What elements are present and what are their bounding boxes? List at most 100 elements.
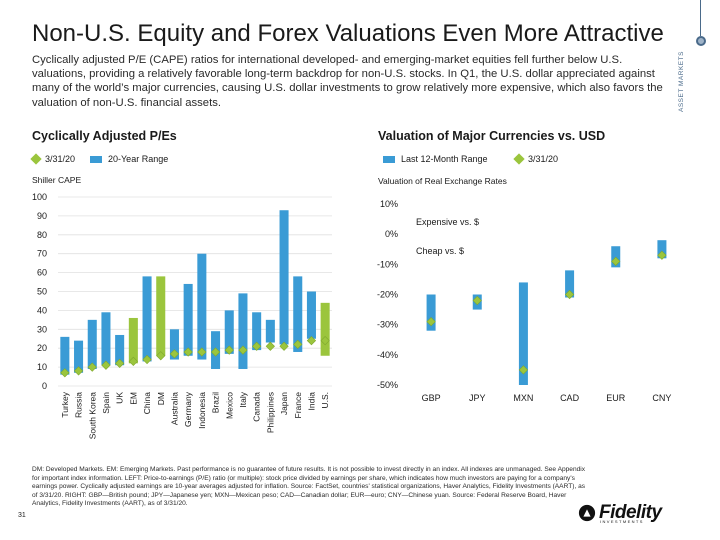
x-tick-label: Australia [169,392,179,425]
y-tick-label: -30% [377,320,398,330]
right-axis-caption: Valuation of Real Exchange Rates [378,176,507,186]
x-tick-label: China [142,392,152,414]
x-tick-label: CAD [560,393,580,403]
y-tick-label: 40 [37,305,47,315]
x-tick-label: Indonesia [197,392,207,429]
current-marker-south-korea [87,362,97,372]
range-bar-australia [169,329,179,360]
current-marker-gbp [426,317,436,327]
left-legend-range: 20-Year Range [90,154,168,164]
range-bar-france [293,276,303,352]
x-tick-label: South Korea [87,392,97,440]
right-legend-current-label: 3/31/20 [528,154,559,164]
range-bar-dm [156,276,166,356]
x-tick-label: EM [128,392,138,405]
x-tick-label: India [306,392,316,411]
y-tick-label: 20 [37,343,47,353]
y-tick-label: 90 [37,211,47,221]
fidelity-mark-icon [578,504,596,522]
left-chart-title: Cyclically Adjusted P/Es [32,129,177,143]
x-tick-label: Russia [74,392,84,418]
current-marker-u-s- [320,336,330,346]
y-tick-label: -50% [377,380,398,390]
current-marker-dm [156,351,166,361]
x-tick-label: UK [115,392,125,404]
left-legend-current-label: 3/31/20 [45,154,76,164]
range-bar-spain [101,312,111,366]
range-bar-mexico [224,310,234,354]
current-marker-china [142,354,152,365]
left-legend-range-label: 20-Year Range [108,154,169,164]
x-tick-label: Spain [101,392,111,414]
x-tick-label: MXN [513,393,533,403]
fidelity-logo: Fidelity [578,500,690,526]
current-marker-uk [115,358,125,368]
x-tick-label: JPY [469,393,486,403]
range-bar-gbp [426,294,436,331]
y-tick-label: -10% [377,259,398,269]
current-marker-cad [564,289,575,300]
range-bar-cny [657,240,667,259]
right-chart-title: Valuation of Major Currencies vs. USD [378,129,606,143]
range-bar-mxn [518,282,528,385]
y-tick-label: 10 [37,362,47,372]
current-marker-germany [183,347,193,357]
current-marker-turkey [60,368,70,378]
current-marker-italy [238,345,248,355]
range-bar-indonesia [197,253,207,360]
y-tick-label: 100 [32,192,47,202]
footnote: DM: Developed Markets. EM: Emerging Mark… [32,466,587,509]
current-marker-india [306,336,317,346]
x-tick-label: Turkey [60,391,70,417]
range-bar-south-korea [87,319,97,369]
diamond-marker-icon [30,153,42,165]
right-legend-range: Last 12-Month Range [383,154,488,164]
section-label: ASSET MARKETS [678,51,685,112]
range-bar-italy [238,293,248,369]
current-marker-brazil [210,347,221,357]
current-marker-france [293,339,303,350]
current-marker-mxn [518,365,529,375]
x-tick-label: U.S. [320,392,330,409]
x-tick-label: Italy [238,391,248,407]
range-bar-u-s- [320,302,330,356]
current-marker-eur [611,256,621,266]
range-bar-icon [90,155,102,163]
y-tick-label: 10% [380,199,398,209]
y-tick-label: 30 [37,324,47,334]
current-marker-philippines [265,341,275,351]
page-title: Non-U.S. Equity and Forex Valuations Eve… [32,20,664,47]
y-tick-label: 0 [42,381,47,391]
fidelity-logo-subtext: INVESTMENTS [600,519,644,524]
y-tick-label: 60 [37,268,47,278]
side-rule [700,0,701,36]
x-tick-label: Germany [183,391,193,427]
y-tick-label: 80 [37,230,47,240]
cape-chart: 0 10 20 30 40 50 60 70 80 90 100 Turkey Russia South … [32,192,332,440]
current-marker-em [128,356,138,367]
current-marker-japan [279,341,289,351]
range-bar-turkey [60,336,70,375]
x-tick-label: DM [156,392,166,405]
right-legend-current: 3/31/20 [513,153,559,165]
y-tick-label: 0% [385,229,398,239]
current-marker-indonesia [197,347,207,357]
range-bar-japan [279,210,289,345]
left-legend-current: 3/31/20 [30,153,76,165]
y-tick-label: 50 [37,287,47,297]
diamond-marker-icon [513,153,525,165]
current-marker-russia [73,366,84,376]
page-subtitle: Cyclically adjusted P/E (CAPE) ratios fo… [32,54,663,109]
range-bar-uk [115,334,125,366]
range-bar-icon [383,155,395,163]
current-marker-jpy [472,295,482,306]
right-legend-range-label: Last 12-Month Range [401,154,488,164]
current-marker-cny [657,250,667,260]
x-tick-label: GBP [422,393,441,403]
x-tick-label: Mexico [224,392,234,419]
current-marker-canada [252,341,262,351]
x-tick-label: France [293,392,303,419]
range-bar-russia [74,340,84,373]
annotation-expensive: Expensive vs. $ [416,217,479,227]
current-marker-spain [101,360,111,370]
